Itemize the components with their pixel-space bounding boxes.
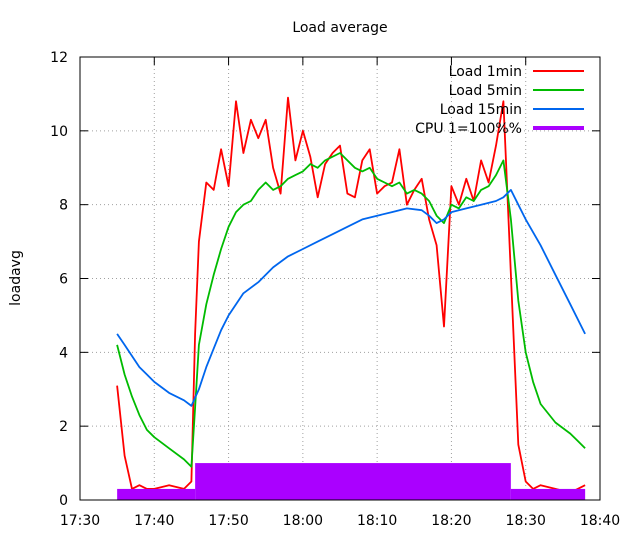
series-load-15min bbox=[116, 188, 586, 407]
y-tick-label: 4 bbox=[59, 345, 68, 361]
legend-label: CPU 1=100%% bbox=[415, 121, 522, 137]
y-axis-label: loadavg bbox=[8, 250, 24, 306]
series-cpu-1-100 bbox=[117, 463, 586, 500]
legend: Load 1min Load 5min Load 15min CPU 1=100%% bbox=[415, 64, 584, 137]
grid-lines bbox=[79, 57, 601, 500]
legend-label: Load 15min bbox=[440, 102, 522, 118]
axis-ticks: 0 2 4 6 8 10 12 17:30 17:40 17:50 18:00 18:10 18:20 1… bbox=[50, 50, 620, 529]
x-tick-label: 18:10 bbox=[357, 513, 397, 529]
y-tick-label: 12 bbox=[50, 50, 68, 66]
y-tick-label: 2 bbox=[59, 419, 68, 435]
y-tick-label: 6 bbox=[59, 272, 68, 288]
x-tick-label: 18:00 bbox=[283, 513, 323, 529]
x-tick-label: 17:40 bbox=[134, 513, 174, 529]
legend-label: Load 1min bbox=[449, 64, 522, 80]
cpu-impulse-block bbox=[117, 488, 196, 500]
series-layer bbox=[116, 96, 586, 500]
x-tick-label: 17:30 bbox=[60, 513, 100, 529]
plot-frame bbox=[79, 56, 601, 501]
x-tick-label: 18:30 bbox=[506, 513, 546, 529]
series-load-5min bbox=[116, 152, 586, 468]
series-load-1min bbox=[116, 96, 586, 494]
x-tick-label: 18:40 bbox=[580, 513, 620, 529]
cpu-impulse-block bbox=[195, 463, 511, 500]
x-tick-label: 18:20 bbox=[431, 513, 471, 529]
chart-title: Load average bbox=[292, 20, 387, 36]
cpu-impulse-block bbox=[510, 488, 586, 500]
y-tick-label: 10 bbox=[50, 124, 68, 140]
x-tick-label: 17:50 bbox=[208, 513, 248, 529]
y-tick-label: 0 bbox=[59, 493, 68, 509]
legend-label: Load 5min bbox=[449, 83, 522, 99]
y-tick-label: 8 bbox=[59, 198, 68, 214]
